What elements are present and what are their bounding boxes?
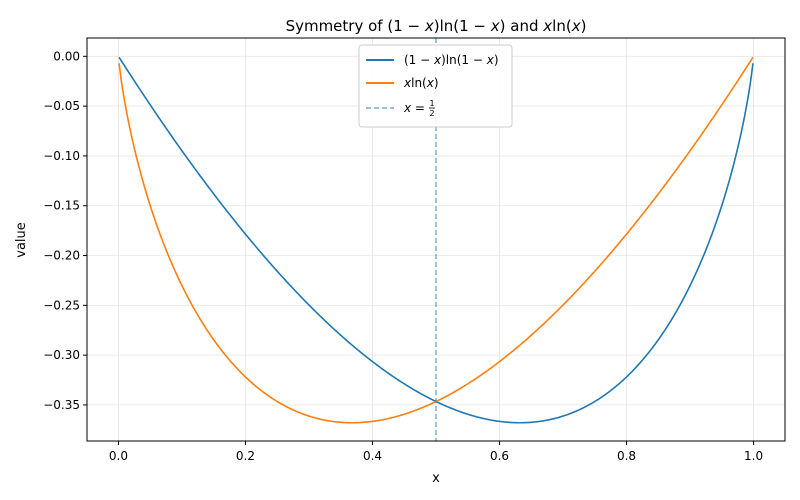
legend-box: [358, 44, 513, 128]
x-tick-label: 0.0: [109, 449, 128, 463]
x-axis: 0.0 0.2 0.4 0.6 0.8 1.0: [109, 441, 763, 463]
y-tick-label: −0.15: [43, 199, 80, 213]
y-tick-label: −0.30: [43, 348, 80, 362]
y-tick-label: −0.35: [43, 398, 80, 412]
y-tick-label: −0.20: [43, 249, 80, 263]
y-tick-label: −0.05: [43, 99, 80, 113]
x-tick-label: 0.8: [617, 449, 636, 463]
x-axis-label: x: [432, 471, 440, 486]
x-tick-label: 0.6: [490, 449, 509, 463]
plot-frame: [86, 37, 786, 442]
y-tick-label: −0.10: [43, 149, 80, 163]
svg-text:x =: x =: [403, 101, 425, 115]
x-tick-label: 1.0: [744, 449, 763, 463]
legend-fraction-numerator: 1: [429, 99, 434, 108]
legend-fraction-denominator: 2: [429, 109, 434, 118]
y-tick-label: −0.25: [43, 298, 80, 312]
x-tick-label: 0.4: [363, 449, 382, 463]
chart-title: Symmetry of (1 − x)ln(1 − x) and xln(x): [286, 17, 587, 35]
y-axis: 0.00 −0.05 −0.10 −0.15 −0.20 −0.25 −0.30 −0.35: [43, 49, 87, 412]
legend-label-reference: x = 1 2: [403, 99, 435, 118]
y-tick-label: 0.00: [53, 49, 80, 63]
legend: (1 − x)ln(1 − x) xln(x) x = 1 2: [358, 44, 513, 128]
y-axis-label: value: [14, 222, 29, 258]
legend-label-series-2: xln(x): [403, 76, 439, 90]
x-tick-label: 0.2: [236, 449, 255, 463]
legend-label-series-1: (1 − x)ln(1 − x): [404, 53, 499, 67]
